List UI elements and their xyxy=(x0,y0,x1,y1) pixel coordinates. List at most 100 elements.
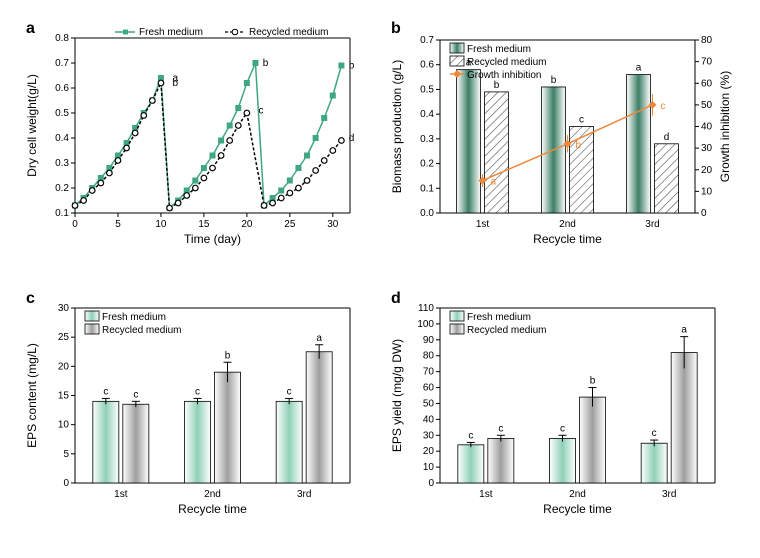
panel-c: c 051015202530EPS content (mg/L)Recycle … xyxy=(20,288,375,538)
svg-text:20: 20 xyxy=(58,361,70,372)
svg-text:0.3: 0.3 xyxy=(420,134,434,145)
svg-text:Recycled medium: Recycled medium xyxy=(467,325,546,336)
svg-text:0.7: 0.7 xyxy=(55,58,69,69)
svg-text:0.5: 0.5 xyxy=(55,108,69,119)
chart-c: 051015202530EPS content (mg/L)Recycle ti… xyxy=(20,288,370,528)
svg-text:1st: 1st xyxy=(476,219,490,230)
svg-text:3rd: 3rd xyxy=(645,219,659,230)
svg-text:25: 25 xyxy=(284,219,296,230)
svg-text:c: c xyxy=(579,115,584,126)
svg-text:d: d xyxy=(664,132,670,143)
svg-text:5: 5 xyxy=(115,219,121,230)
svg-text:Fresh medium: Fresh medium xyxy=(467,44,531,55)
svg-text:0: 0 xyxy=(72,219,78,230)
svg-text:3rd: 3rd xyxy=(662,489,676,500)
svg-text:c: c xyxy=(652,428,657,439)
svg-text:10: 10 xyxy=(701,186,713,197)
svg-text:c: c xyxy=(103,386,108,397)
svg-text:b: b xyxy=(494,80,500,91)
svg-text:a: a xyxy=(491,177,497,188)
svg-text:110: 110 xyxy=(418,303,434,314)
svg-text:30: 30 xyxy=(327,219,339,230)
svg-text:70: 70 xyxy=(701,57,713,68)
svg-text:Recycled medium: Recycled medium xyxy=(467,57,546,68)
svg-text:50: 50 xyxy=(423,398,435,409)
svg-text:0.4: 0.4 xyxy=(55,133,69,144)
svg-text:1st: 1st xyxy=(479,489,493,500)
svg-text:c: c xyxy=(498,423,503,434)
svg-text:c: c xyxy=(560,423,565,434)
label-d: d xyxy=(391,290,401,308)
svg-text:0.2: 0.2 xyxy=(55,183,69,194)
svg-text:Growth inhibition: Growth inhibition xyxy=(467,70,541,81)
svg-text:c: c xyxy=(661,101,666,112)
svg-text:EPS content (mg/L): EPS content (mg/L) xyxy=(25,343,39,448)
svg-text:c: c xyxy=(468,430,473,441)
svg-text:Recycle time: Recycle time xyxy=(543,502,612,516)
svg-text:Fresh medium: Fresh medium xyxy=(102,312,166,323)
svg-text:0.6: 0.6 xyxy=(55,83,69,94)
svg-text:70: 70 xyxy=(423,367,435,378)
svg-text:20: 20 xyxy=(423,446,435,457)
chart-d: 0102030405060708090100110EPS yield (mg/g… xyxy=(385,288,735,528)
svg-text:Recycle time: Recycle time xyxy=(533,232,602,246)
svg-text:15: 15 xyxy=(198,219,210,230)
svg-text:0.5: 0.5 xyxy=(420,84,434,95)
svg-text:20: 20 xyxy=(701,165,713,176)
svg-text:60: 60 xyxy=(701,78,713,89)
svg-text:30: 30 xyxy=(423,430,435,441)
panel-d: d 0102030405060708090100110EPS yield (mg… xyxy=(385,288,740,538)
svg-text:80: 80 xyxy=(701,35,713,46)
svg-text:Recycle time: Recycle time xyxy=(178,502,247,516)
svg-text:20: 20 xyxy=(241,219,253,230)
svg-text:0.1: 0.1 xyxy=(55,208,69,219)
svg-text:2nd: 2nd xyxy=(204,489,221,500)
svg-text:3rd: 3rd xyxy=(297,489,311,500)
svg-text:a: a xyxy=(681,325,687,336)
svg-text:Fresh medium: Fresh medium xyxy=(467,312,531,323)
svg-text:80: 80 xyxy=(423,351,435,362)
svg-text:Recycled medium: Recycled medium xyxy=(102,325,181,336)
svg-text:0.1: 0.1 xyxy=(420,183,434,194)
svg-text:10: 10 xyxy=(423,462,435,473)
svg-text:0.4: 0.4 xyxy=(420,109,434,120)
svg-text:b: b xyxy=(576,140,582,151)
svg-text:40: 40 xyxy=(423,414,435,425)
svg-text:c: c xyxy=(287,386,292,397)
chart-b: 0.00.10.20.30.40.50.60.70102030405060708… xyxy=(385,18,735,258)
svg-text:0.6: 0.6 xyxy=(420,60,434,71)
chart-a: 0510152025300.10.20.30.40.50.60.70.8Time… xyxy=(20,18,370,258)
svg-text:5: 5 xyxy=(63,449,69,460)
svg-text:Biomass production (g/L): Biomass production (g/L) xyxy=(390,60,404,193)
svg-text:b: b xyxy=(173,78,179,89)
panel-a: a 0510152025300.10.20.30.40.50.60.70.8Ti… xyxy=(20,18,375,268)
svg-text:50: 50 xyxy=(701,100,713,111)
svg-text:b: b xyxy=(590,376,596,387)
svg-text:b: b xyxy=(225,350,231,361)
svg-text:b: b xyxy=(349,61,355,72)
svg-text:d: d xyxy=(349,133,355,144)
svg-text:Growth inhibition (%): Growth inhibition (%) xyxy=(718,71,732,182)
svg-text:1st: 1st xyxy=(114,489,128,500)
svg-text:0.3: 0.3 xyxy=(55,158,69,169)
svg-text:a: a xyxy=(316,333,322,344)
svg-text:Time (day): Time (day) xyxy=(184,232,241,246)
svg-text:Dry cell weight(g/L): Dry cell weight(g/L) xyxy=(25,74,39,177)
svg-text:30: 30 xyxy=(58,303,70,314)
svg-text:0: 0 xyxy=(701,208,707,219)
svg-text:0: 0 xyxy=(63,478,69,489)
svg-text:Fresh medium: Fresh medium xyxy=(139,27,203,38)
svg-text:10: 10 xyxy=(58,420,70,431)
svg-text:b: b xyxy=(551,75,557,86)
svg-text:0: 0 xyxy=(428,478,434,489)
svg-text:0.7: 0.7 xyxy=(420,35,434,46)
svg-text:100: 100 xyxy=(417,319,434,330)
svg-text:0.8: 0.8 xyxy=(55,33,69,44)
svg-text:15: 15 xyxy=(58,391,70,402)
label-c: c xyxy=(26,290,35,308)
svg-text:b: b xyxy=(263,58,269,69)
svg-text:40: 40 xyxy=(701,122,713,133)
svg-text:c: c xyxy=(133,389,138,400)
svg-text:2nd: 2nd xyxy=(569,489,586,500)
svg-text:Recycled medium: Recycled medium xyxy=(249,27,328,38)
